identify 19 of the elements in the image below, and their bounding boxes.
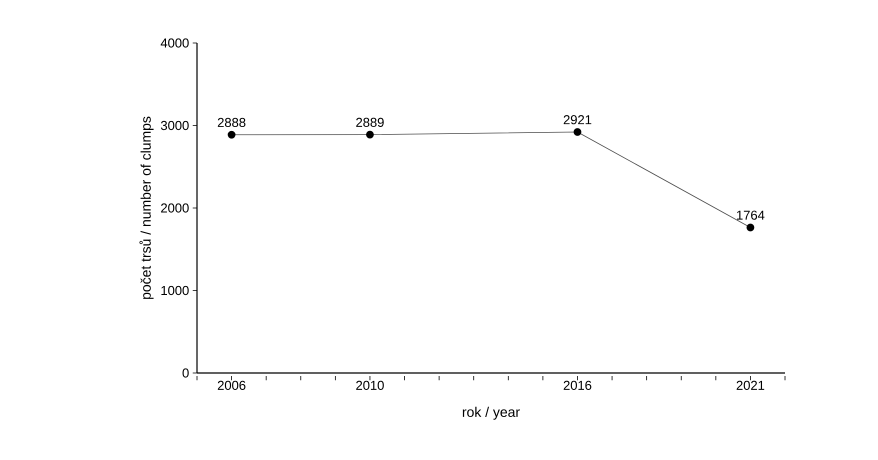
y-tick-label: 1000	[161, 286, 189, 296]
y-tick-label: 0	[182, 368, 189, 378]
point	[228, 130, 236, 139]
y-tick-label: 4000	[160, 38, 189, 48]
x-axis-title: rok / year	[462, 406, 520, 420]
point	[574, 128, 582, 136]
data-label: 2921	[564, 115, 592, 124]
x-tick-label: 2016	[564, 380, 592, 390]
point	[746, 224, 754, 232]
data-label: 1764	[737, 210, 764, 220]
x-tick-label: 2010	[356, 380, 384, 390]
x-tick-label: 2006	[218, 380, 246, 390]
y-tick-label: 2000	[161, 203, 189, 213]
data-label: 2888	[218, 118, 246, 128]
y-tick-label: 3000	[160, 120, 189, 130]
point	[366, 130, 374, 139]
data-label: 2889	[356, 118, 384, 127]
y-axis-title: počet trsů / number of clumps	[139, 116, 154, 299]
x-tick-label: 2021	[736, 380, 764, 390]
